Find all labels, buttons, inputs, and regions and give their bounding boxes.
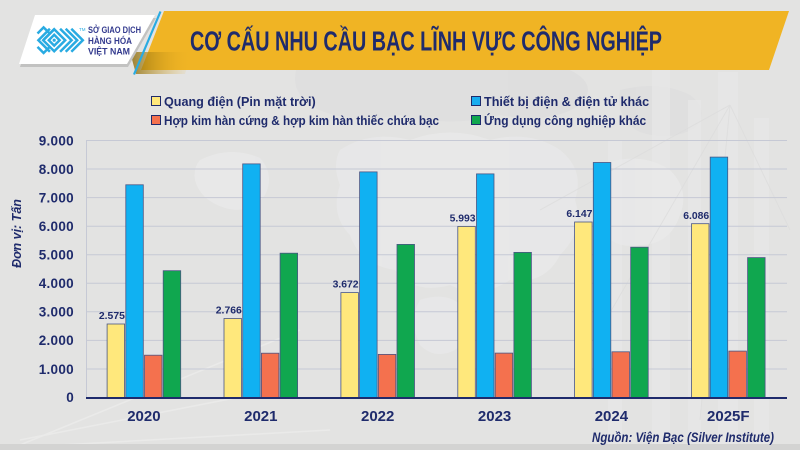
svg-text:7.000: 7.000 (39, 190, 74, 205)
svg-text:2.575: 2.575 (99, 311, 125, 322)
svg-text:2024: 2024 (595, 408, 629, 425)
svg-text:2020: 2020 (127, 408, 160, 425)
svg-text:Nguồn: Viện Bạc (Silver Instit: Nguồn: Viện Bạc (Silver Institute) (592, 430, 774, 445)
svg-text:8.000: 8.000 (39, 162, 74, 177)
svg-text:Đơn vị: Tấn: Đơn vị: Tấn (10, 199, 24, 268)
svg-text:0: 0 (66, 390, 74, 405)
svg-text:4.000: 4.000 (39, 276, 74, 291)
svg-text:5.993: 5.993 (450, 214, 476, 225)
svg-text:HÀNG HÓA: HÀNG HÓA (88, 35, 132, 46)
svg-text:6.086: 6.086 (683, 211, 709, 222)
svg-text:SỞ GIAO DỊCH: SỞ GIAO DỊCH (88, 24, 141, 35)
svg-text:2022: 2022 (361, 408, 394, 425)
svg-text:9.000: 9.000 (39, 133, 74, 148)
svg-text:6.147: 6.147 (566, 209, 592, 220)
svg-text:2.000: 2.000 (39, 333, 74, 348)
svg-text:2023: 2023 (478, 408, 511, 425)
svg-text:CƠ CẤU NHU CẦU BẠC LĨNH VỰC CÔ: CƠ CẤU NHU CẦU BẠC LĨNH VỰC CÔNG NGHIỆP (190, 25, 662, 57)
svg-text:VIỆT NAM: VIỆT NAM (88, 46, 130, 57)
svg-text:2.766: 2.766 (216, 306, 242, 317)
svg-text:1.000: 1.000 (39, 362, 74, 377)
svg-text:2025F: 2025F (707, 408, 750, 425)
svg-text:TM: TM (79, 27, 86, 32)
svg-text:2021: 2021 (244, 408, 277, 425)
svg-text:5.000: 5.000 (39, 248, 74, 263)
svg-text:3.000: 3.000 (39, 305, 74, 320)
svg-text:6.000: 6.000 (39, 219, 74, 234)
svg-text:3.672: 3.672 (333, 280, 359, 291)
